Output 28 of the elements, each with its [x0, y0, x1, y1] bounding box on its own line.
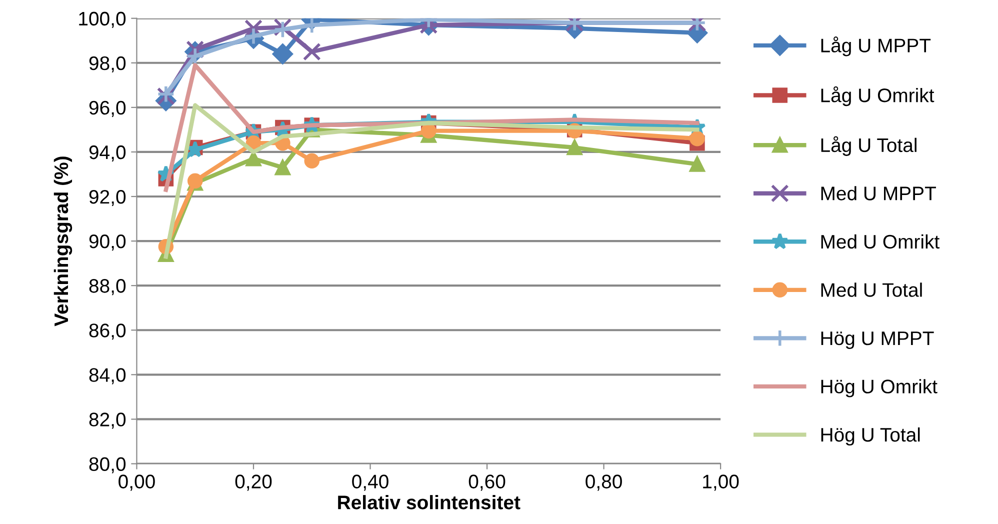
- y-tick-label: 98,0: [89, 56, 126, 72]
- legend-label: Med U Omrikt: [821, 234, 940, 249]
- legend-label: Låg U Total: [821, 136, 916, 156]
- y-tick-label: 82,0: [89, 412, 126, 429]
- y-tick-label: 92,0: [89, 190, 126, 206]
- y-tick-label: 86,0: [89, 324, 126, 340]
- y-tick-label: 90,0: [89, 234, 126, 251]
- legend-label: Låg U MPPT: [821, 36, 931, 56]
- y-axis-title: Verkningsgrad (%): [54, 156, 72, 326]
- legend-label: Låg U Omrikt: [821, 86, 934, 106]
- x-tick-label: 0,60: [468, 474, 506, 491]
- y-tick-label: 94,0: [89, 145, 126, 162]
- y-tick-label: 84,0: [89, 368, 126, 384]
- x-axis-title: Relativ solintensitet: [338, 495, 520, 510]
- x-tick-label: 1,00: [703, 474, 739, 491]
- legend-label: Hög U MPPT: [821, 332, 934, 350]
- legend-label: Hög U Total: [821, 427, 920, 446]
- legend-label: Hög U Omrikt: [821, 379, 938, 398]
- y-tick-label: 80,0: [89, 457, 126, 474]
- x-tick-label: 0,00: [118, 474, 155, 491]
- x-tick-label: 0,80: [586, 474, 622, 491]
- x-tick-label: 0,20: [235, 474, 272, 491]
- y-tick-label: 96,0: [89, 100, 126, 117]
- y-tick-label: 100,0: [79, 12, 126, 28]
- x-tick-label: 0,40: [352, 474, 388, 491]
- legend-label: Med U Total: [821, 282, 922, 297]
- legend-label: Med U MPPT: [821, 186, 936, 200]
- y-tick-label: 88,0: [89, 279, 126, 296]
